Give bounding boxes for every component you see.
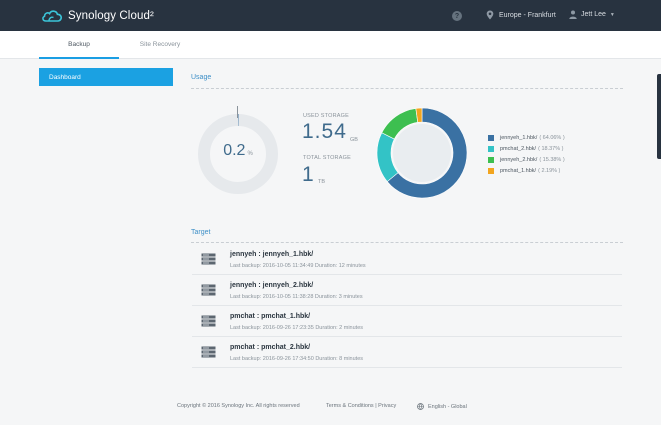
legend-label: pmchat_2.hbk/: [500, 145, 537, 152]
total-storage-label: TOTAL STORAGE: [303, 155, 351, 161]
server-icon: [201, 253, 216, 265]
legend-item: jennyeh_2.hbk/( 15.38% ): [488, 154, 565, 165]
top-bar: Synology Cloud² ? Europe - Frankfurt Jet…: [0, 0, 661, 31]
target-name: pmchat : pmchat_2.hbk/: [230, 344, 311, 351]
legend-item: pmchat_2.hbk/( 18.37% ): [488, 143, 565, 154]
legend-label: jennyeh_2.hbk/: [500, 156, 538, 163]
donut-slice-0: [386, 107, 468, 199]
target-name: jennyeh : jennyeh_1.hbk/: [230, 251, 314, 258]
target-list: jennyeh : jennyeh_1.hbk/Last backup: 201…: [192, 244, 622, 368]
target-row[interactable]: jennyeh : jennyeh_2.hbk/Last backup: 201…: [192, 275, 622, 306]
footer-copyright: Copyright © 2016 Synology Inc. All right…: [177, 403, 300, 409]
gauge-tick: [237, 106, 238, 118]
tab-backup[interactable]: Backup: [39, 31, 119, 59]
footer-links[interactable]: Terms & Conditions | Privacy: [326, 403, 397, 409]
total-storage-unit: TB: [318, 179, 326, 185]
brand-name: Synology Cloud²: [68, 9, 154, 22]
side-panel-handle[interactable]: [657, 74, 661, 159]
legend-percent: ( 64.06% ): [539, 134, 565, 141]
target-row[interactable]: jennyeh : jennyeh_1.hbk/Last backup: 201…: [192, 244, 622, 275]
donut-center: [393, 124, 451, 182]
legend-percent: ( 18.37% ): [538, 145, 564, 152]
target-row[interactable]: pmchat : pmchat_1.hbk/Last backup: 2016-…: [192, 306, 622, 337]
server-icon: [201, 315, 216, 327]
target-name: pmchat : pmchat_1.hbk/: [230, 313, 311, 320]
user-menu[interactable]: Jett Lee ▼: [569, 10, 615, 19]
storage-donut-chart: [376, 107, 468, 199]
legend-percent: ( 2.19% ): [538, 167, 561, 174]
brand[interactable]: Synology Cloud²: [41, 9, 154, 23]
total-storage-value: 1: [302, 163, 314, 186]
language-label: English - Global: [428, 403, 467, 410]
target-row[interactable]: pmchat : pmchat_2.hbk/Last backup: 2016-…: [192, 337, 622, 368]
target-divider: [191, 242, 623, 243]
usage-section-title: Usage: [191, 74, 212, 81]
globe-icon: [417, 403, 424, 410]
language-selector[interactable]: English - Global: [417, 403, 467, 410]
region-selector[interactable]: Europe - Frankfurt: [486, 10, 556, 20]
chevron-down-icon: ▼: [609, 11, 615, 18]
used-storage-label: USED STORAGE: [303, 113, 350, 119]
target-last-backup: Last backup: 2016-09-26 17:34:50 Duratio…: [230, 356, 364, 362]
user-icon: [569, 10, 577, 19]
user-name: Jett Lee: [581, 11, 606, 18]
sidebar-item-dashboard[interactable]: Dashboard: [39, 68, 173, 86]
legend-swatch: [488, 134, 494, 141]
legend-swatch: [488, 156, 494, 163]
donut-legend: jennyeh_1.hbk/( 64.06% ) pmchat_2.hbk/( 1…: [488, 132, 565, 176]
region-label: Europe - Frankfurt: [499, 11, 556, 19]
legend-label: pmchat_1.hbk/: [500, 167, 537, 174]
usage-percent: 0.2%: [197, 142, 279, 160]
legend-item: jennyeh_1.hbk/( 64.06% ): [488, 132, 565, 143]
donut-slice-3: [415, 107, 423, 123]
location-pin-icon: [486, 10, 494, 20]
legend-label: jennyeh_1.hbk/: [500, 134, 538, 141]
target-last-backup: Last backup: 2016-09-26 17:23:35 Duratio…: [230, 325, 364, 331]
tab-site-recovery[interactable]: Site Recovery: [139, 41, 181, 48]
usage-divider: [191, 88, 623, 89]
legend-percent: ( 15.38% ): [539, 156, 565, 163]
legend-item: pmchat_1.hbk/( 2.19% ): [488, 165, 565, 176]
question-icon[interactable]: ?: [452, 11, 462, 21]
used-storage-unit: GB: [350, 137, 358, 143]
server-icon: [201, 346, 216, 358]
cloud-logo-icon: [42, 9, 63, 22]
usage-percent-value: 0.2: [223, 142, 246, 159]
usage-percent-unit: %: [247, 151, 253, 157]
tab-bar: Backup Site Recovery: [0, 31, 661, 59]
target-last-backup: Last backup: 2016-10-05 11:38:28 Duratio…: [230, 294, 363, 300]
target-section-title: Target: [191, 229, 211, 236]
target-last-backup: Last backup: 2016-10-05 11:34:49 Duratio…: [230, 263, 366, 269]
usage-gauge: [198, 114, 278, 194]
server-icon: [201, 284, 216, 296]
legend-swatch: [488, 145, 494, 152]
target-name: jennyeh : jennyeh_2.hbk/: [230, 282, 314, 289]
used-storage-value: 1.54: [302, 120, 347, 143]
legend-swatch: [488, 167, 494, 174]
